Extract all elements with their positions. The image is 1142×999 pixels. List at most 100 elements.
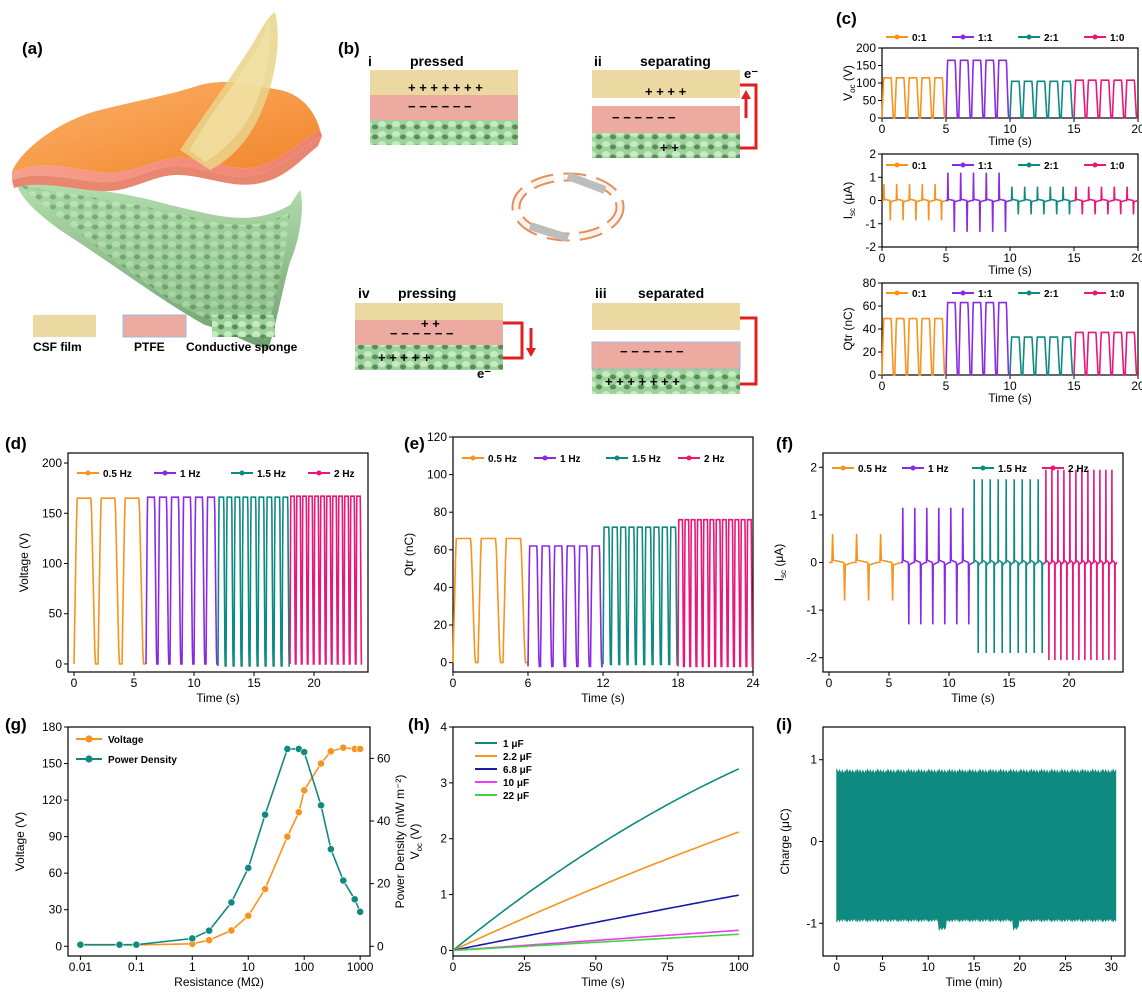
y-axis-label: Voc (V): [408, 824, 424, 860]
chart-c3: 0 5 10 15 20 0 20 40 60 80 Time (s) Qtr (nC) 0:1 1:1 2…: [841, 276, 1142, 405]
y-tick-label: 40: [863, 322, 877, 336]
legend-label-ptfe: PTFE: [134, 340, 165, 354]
x-tick-label: 20: [1013, 960, 1027, 974]
series-22-μF: [452, 933, 739, 952]
data-point: [244, 911, 253, 920]
step-iii-num: iii: [595, 285, 607, 301]
plot-frame: [67, 452, 369, 673]
series-1-1: [946, 172, 1011, 232]
chart-g: 0.01 0.1 1 10 100 10000306090120150180Resista…: [13, 720, 407, 989]
y-tick-label: 1: [440, 888, 447, 902]
legend-label: 6.8 μF: [503, 765, 532, 776]
step-iv-title: pressing: [398, 285, 456, 301]
x-axis-label: Time (s): [988, 263, 1032, 277]
y-tick-label: 30: [49, 903, 63, 917]
x-tick-label: 10: [922, 960, 936, 974]
y-axis-label: Isc (μA): [772, 544, 788, 582]
y-axis-label: Voltage (V): [17, 533, 31, 592]
legend-marker: [542, 455, 548, 461]
y-tick-label: 100: [427, 468, 447, 482]
x-tick-label: 24: [746, 676, 760, 690]
legend-label: 0:1: [912, 289, 927, 300]
y-tick-label: 150: [856, 59, 876, 73]
x-tick-label: 10: [242, 960, 256, 974]
legend-marker: [614, 455, 620, 461]
y-tick-label: -1: [865, 217, 876, 231]
y-tick-label: 200: [42, 456, 62, 470]
y-tick-label: 20: [863, 345, 877, 359]
svg-text:− − − − − −: − − − − − −: [620, 344, 684, 359]
x-tick-label: 30: [1105, 960, 1119, 974]
legend-marker: [1092, 162, 1098, 168]
legend-swatch-sponge: [212, 315, 275, 337]
series-1-Hz: [527, 545, 603, 668]
panel-label-a: (a): [22, 39, 43, 58]
data-point: [76, 940, 85, 949]
x-axis-label: Time (s): [581, 691, 625, 705]
data-point: [261, 885, 269, 893]
plot-frame: [67, 726, 371, 957]
legend-label: 1.5 Hz: [257, 469, 286, 480]
y-tick-label: -1: [806, 916, 817, 930]
series-0-1: [881, 317, 946, 376]
panel-label-e: (e): [404, 434, 425, 453]
legend-marker: [894, 162, 900, 168]
legend-marker: [980, 465, 986, 471]
legend-marker: [1092, 290, 1098, 296]
legend-label-csf: CSF film: [33, 340, 82, 354]
y-axis-label: Qtr (nC): [841, 307, 855, 350]
data-point: [132, 940, 141, 949]
y2-tick-label: 20: [377, 877, 391, 891]
legend-label: 0:1: [912, 33, 927, 44]
series-0-5-Hz: [829, 533, 902, 601]
x-axis-label: Time (s): [581, 975, 625, 989]
x-tick-label: 75: [661, 960, 675, 974]
x-tick-label: 10: [1003, 122, 1017, 136]
y-tick-label: 0: [869, 194, 876, 208]
series-2-1: [1009, 336, 1074, 376]
x-tick-label: 0.01: [69, 960, 93, 974]
series-1-1: [945, 301, 1010, 376]
y-tick-label: 50: [863, 94, 877, 108]
legend-marker: [162, 470, 168, 476]
svg-text:+ + + + + + +: + + + + + + +: [408, 80, 483, 95]
x-tick-label: 12: [596, 676, 610, 690]
step-i-pressed: i pressed + + + + + + + − − − − − −: [368, 53, 518, 145]
y-tick-label: -2: [865, 240, 876, 254]
y-tick-label: -2: [806, 651, 817, 665]
x-tick-label: 0.1: [128, 960, 145, 974]
series-1-μF: [452, 768, 740, 952]
series-0-1: [882, 184, 947, 221]
data-point: [188, 934, 197, 943]
legend-marker: [85, 735, 93, 743]
legend-label: 0:1: [912, 161, 927, 172]
y-tick-label: 0: [810, 556, 817, 570]
data-point: [339, 876, 348, 885]
legend-marker: [1026, 290, 1032, 296]
series-2-Hz: [677, 518, 754, 668]
x-tick-label: 20: [1062, 676, 1076, 690]
series-6.8-μF: [452, 894, 739, 952]
series-0-5-Hz: [452, 537, 528, 664]
legend-label: 1:1: [978, 289, 993, 300]
legend-label: 2:1: [1044, 289, 1059, 300]
data-point: [356, 907, 365, 916]
data-point: [227, 926, 236, 935]
x-axis-label: Time (s): [988, 134, 1032, 148]
svg-text:− − − − − −: − − − − − −: [408, 99, 472, 114]
legend-marker: [894, 290, 900, 296]
y-tick-label: 1: [810, 508, 817, 522]
chart-e: 0 6 12 18 24 0 20 40 60 80 100 120 Time (s) Qtr (nC) 0…: [402, 430, 760, 705]
x-tick-label: 20: [1131, 251, 1142, 265]
legend-label: 10 μF: [503, 778, 529, 789]
panel-label-b: (b): [338, 39, 360, 58]
x-tick-label: 5: [943, 251, 950, 265]
legend-label: 1 Hz: [560, 454, 581, 465]
series-1-0: [1074, 186, 1139, 215]
legend-marker: [840, 465, 846, 471]
y-axis-label: Voc (V): [841, 65, 857, 101]
y-tick-label: 60: [49, 866, 63, 880]
x-tick-label: 20: [307, 676, 321, 690]
legend-label: 2 Hz: [1068, 464, 1089, 475]
